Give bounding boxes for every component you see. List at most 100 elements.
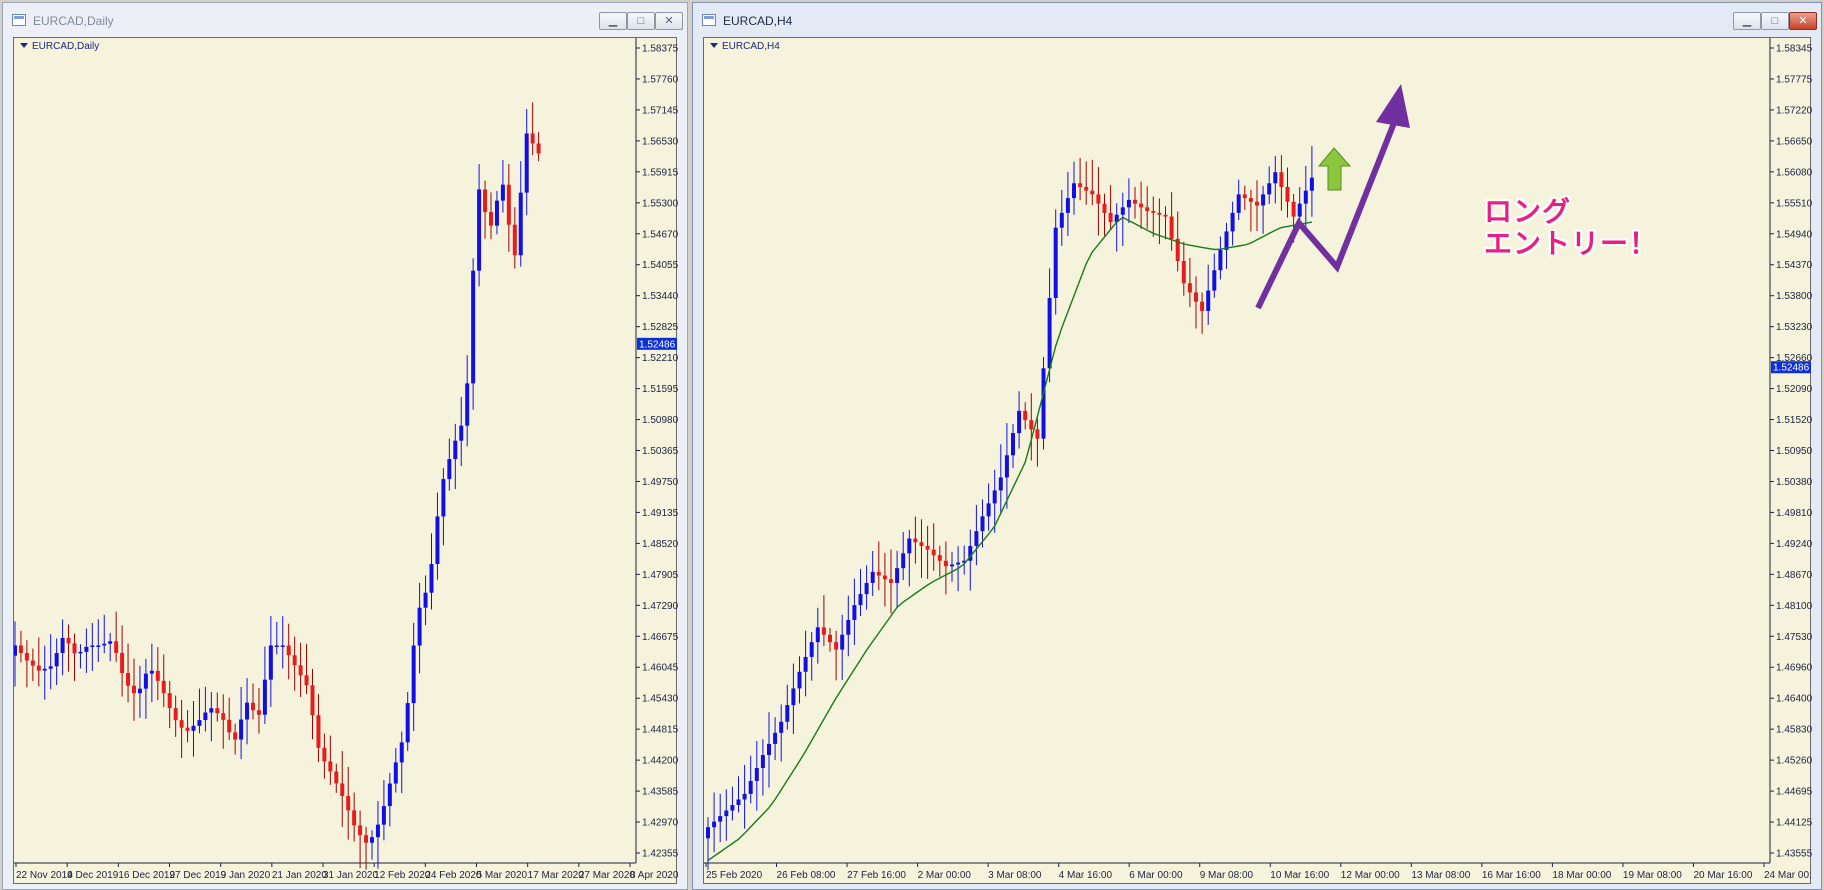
bull-candle [754, 767, 759, 781]
price-tick-label: 1.50365 [642, 446, 678, 457]
bear-candle [1084, 186, 1089, 191]
bull-candle [90, 645, 95, 647]
price-tick-label: 1.48100 [1776, 601, 1812, 612]
time-tick-label: 13 Mar 08:00 [1411, 870, 1470, 881]
price-tick-label: 1.55915 [642, 167, 678, 178]
bull-candle [724, 810, 729, 817]
h4-chart-window[interactable]: EURCAD,H4 ▁ □ ✕ 1.58345 1.57775 1.57220 1.5… [692, 2, 1822, 890]
price-tick-label: 1.49135 [642, 508, 678, 519]
bear-candle [530, 133, 535, 144]
bull-candle [858, 594, 863, 606]
bear-candle [24, 652, 29, 661]
bear-candle [167, 693, 172, 709]
maximize-button[interactable]: □ [627, 12, 655, 30]
price-tick-label: 1.50950 [1776, 446, 1812, 457]
bear-candle [1242, 194, 1247, 199]
bull-candle [441, 479, 446, 517]
h4-symbol-label: EURCAD,H4 [710, 41, 780, 52]
bull-candle [429, 564, 434, 593]
price-tick-label: 1.43585 [642, 787, 678, 798]
bear-candle [227, 719, 232, 733]
bear-candle [882, 575, 887, 580]
bear-candle [30, 660, 35, 666]
bear-candle [132, 685, 136, 694]
price-tick-label: 1.49810 [1776, 508, 1812, 519]
bull-candle [998, 477, 1003, 491]
bear-candle [1023, 410, 1028, 421]
time-tick-label: 24 Mar 00:00 [1764, 870, 1812, 881]
close-button[interactable]: ✕ [1789, 12, 1817, 30]
bear-candle [1078, 183, 1083, 187]
bull-candle [992, 490, 997, 504]
bear-candle [1139, 203, 1144, 208]
h4-title-bar[interactable]: EURCAD,H4 ▁ □ ✕ [693, 3, 1821, 37]
long-entry-annotation: ロング エントリー！ [1484, 196, 1658, 260]
bear-candle [1029, 420, 1034, 430]
moving-average-line [707, 216, 1313, 862]
minimize-button[interactable]: ▁ [1733, 12, 1761, 30]
bull-candle [974, 531, 979, 546]
maximize-button[interactable]: □ [1761, 12, 1789, 30]
bear-candle [126, 672, 131, 686]
current-price-label: 1.52486 [639, 339, 676, 350]
bull-candle [1120, 207, 1125, 215]
bear-candle [1285, 186, 1290, 202]
minimize-button[interactable]: ▁ [599, 12, 627, 30]
bear-candle [340, 783, 345, 796]
bear-candle [1133, 199, 1137, 204]
price-tick-label: 1.51595 [642, 384, 678, 395]
bull-candle [706, 827, 710, 839]
bull-candle [393, 762, 398, 784]
bull-candle [1212, 270, 1217, 291]
price-tick-label: 1.54055 [642, 260, 678, 271]
bull-candle [864, 582, 869, 595]
bear-candle [512, 224, 517, 256]
h4-candlestick-chart[interactable]: 1.58345 1.57775 1.57220 1.56650 1.56080 1.555… [704, 38, 1812, 885]
bull-candle [779, 721, 784, 733]
bear-candle [173, 708, 178, 721]
bear-candle [251, 702, 255, 711]
bull-candle [986, 503, 991, 517]
price-tick-label: 1.48520 [642, 539, 678, 550]
bull-candle [1273, 172, 1278, 184]
bear-candle [310, 685, 315, 716]
price-tick-label: 1.44815 [642, 725, 678, 736]
time-tick-label: 9 Jan 2020 [221, 870, 271, 881]
price-tick-label: 1.46045 [642, 663, 678, 674]
bull-candle [370, 837, 374, 843]
daily-chart-area[interactable]: 1.58375 1.57760 1.57145 1.56530 1.55915 1.553… [13, 37, 678, 885]
current-price-tag [637, 337, 677, 350]
daily-symbol-label: EURCAD,Daily [20, 41, 99, 52]
price-tick-label: 1.51520 [1776, 415, 1812, 426]
bear-candle [179, 720, 184, 728]
bear-candle [821, 627, 826, 635]
bull-candle [459, 425, 464, 441]
bear-candle [322, 747, 327, 762]
bull-candle [239, 719, 244, 740]
bull-candle [524, 133, 529, 193]
price-tick-label: 1.57760 [642, 74, 678, 85]
bear-candle [36, 665, 41, 671]
daily-candlestick-chart[interactable]: 1.58375 1.57760 1.57145 1.56530 1.55915 1.553… [14, 38, 678, 885]
price-tick-label: 1.42355 [642, 849, 678, 860]
bear-candle [286, 645, 291, 656]
price-tick-label: 1.57220 [1776, 105, 1812, 116]
current-price-tag [1771, 361, 1811, 374]
daily-title-bar[interactable]: EURCAD,Daily ▁ □ ✕ [3, 3, 687, 37]
close-button[interactable]: ✕ [655, 12, 683, 30]
price-tick-label: 1.57145 [642, 105, 678, 116]
time-tick-label: 16 Mar 16:00 [1482, 870, 1541, 881]
time-tick-label: 16 Dec 2019 [118, 870, 175, 881]
bull-candle [1218, 249, 1223, 271]
time-tick-label: 27 Feb 16:00 [847, 870, 906, 881]
bull-candle [203, 712, 208, 721]
bull-candle [465, 383, 470, 426]
bull-candle [102, 643, 107, 646]
bull-candle [1053, 227, 1058, 298]
price-tick-label: 1.49240 [1776, 539, 1812, 550]
daily-chart-window[interactable]: EURCAD,Daily ▁ □ ✕ 1.58375 1.57760 1.57145… [2, 2, 688, 890]
bull-candle [1303, 190, 1308, 204]
bear-candle [304, 675, 309, 686]
h4-chart-area[interactable]: 1.58345 1.57775 1.57220 1.56650 1.56080 1.555… [703, 37, 1812, 885]
time-tick-label: 3 Mar 08:00 [988, 870, 1042, 881]
